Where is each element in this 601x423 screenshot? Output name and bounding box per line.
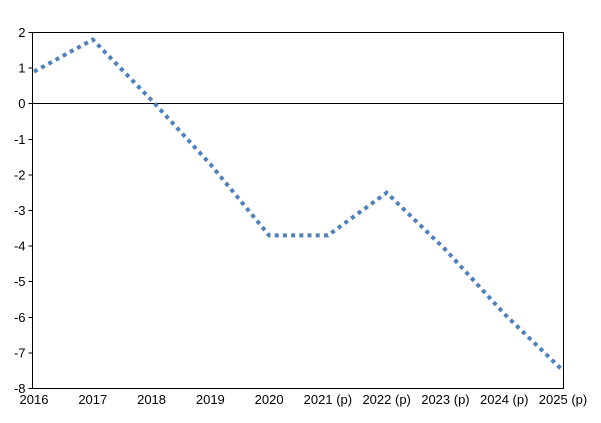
x-axis-label: 2021 (p) — [304, 392, 352, 407]
x-axis-label: 2023 (p) — [421, 392, 469, 407]
x-axis-label: 2024 (p) — [480, 392, 528, 407]
y-axis-label: 1 — [18, 61, 25, 76]
y-axis-label: -5 — [14, 274, 26, 289]
x-axis-label: 2018 — [137, 392, 166, 407]
y-axis-label: -1 — [14, 132, 26, 147]
y-axis-label: -8 — [14, 381, 26, 396]
y-axis-label: -7 — [14, 345, 26, 360]
x-axis-label: 2016 — [20, 392, 49, 407]
plot-area-border — [32, 32, 564, 389]
data-series-line — [33, 37, 565, 373]
y-axis-label: 2 — [18, 25, 25, 40]
x-axis-label: 2025 (p) — [539, 392, 587, 407]
y-axis-label: -4 — [14, 239, 26, 254]
x-axis-label: 2019 — [196, 392, 225, 407]
y-axis-label: -6 — [14, 310, 26, 325]
x-axis-label: 2020 — [255, 392, 284, 407]
y-axis-label: 0 — [18, 96, 25, 111]
y-axis-label: -3 — [14, 203, 26, 218]
x-axis-label: 2017 — [78, 392, 107, 407]
x-axis-label: 2022 (p) — [362, 392, 410, 407]
y-axis-label: -2 — [14, 167, 26, 182]
